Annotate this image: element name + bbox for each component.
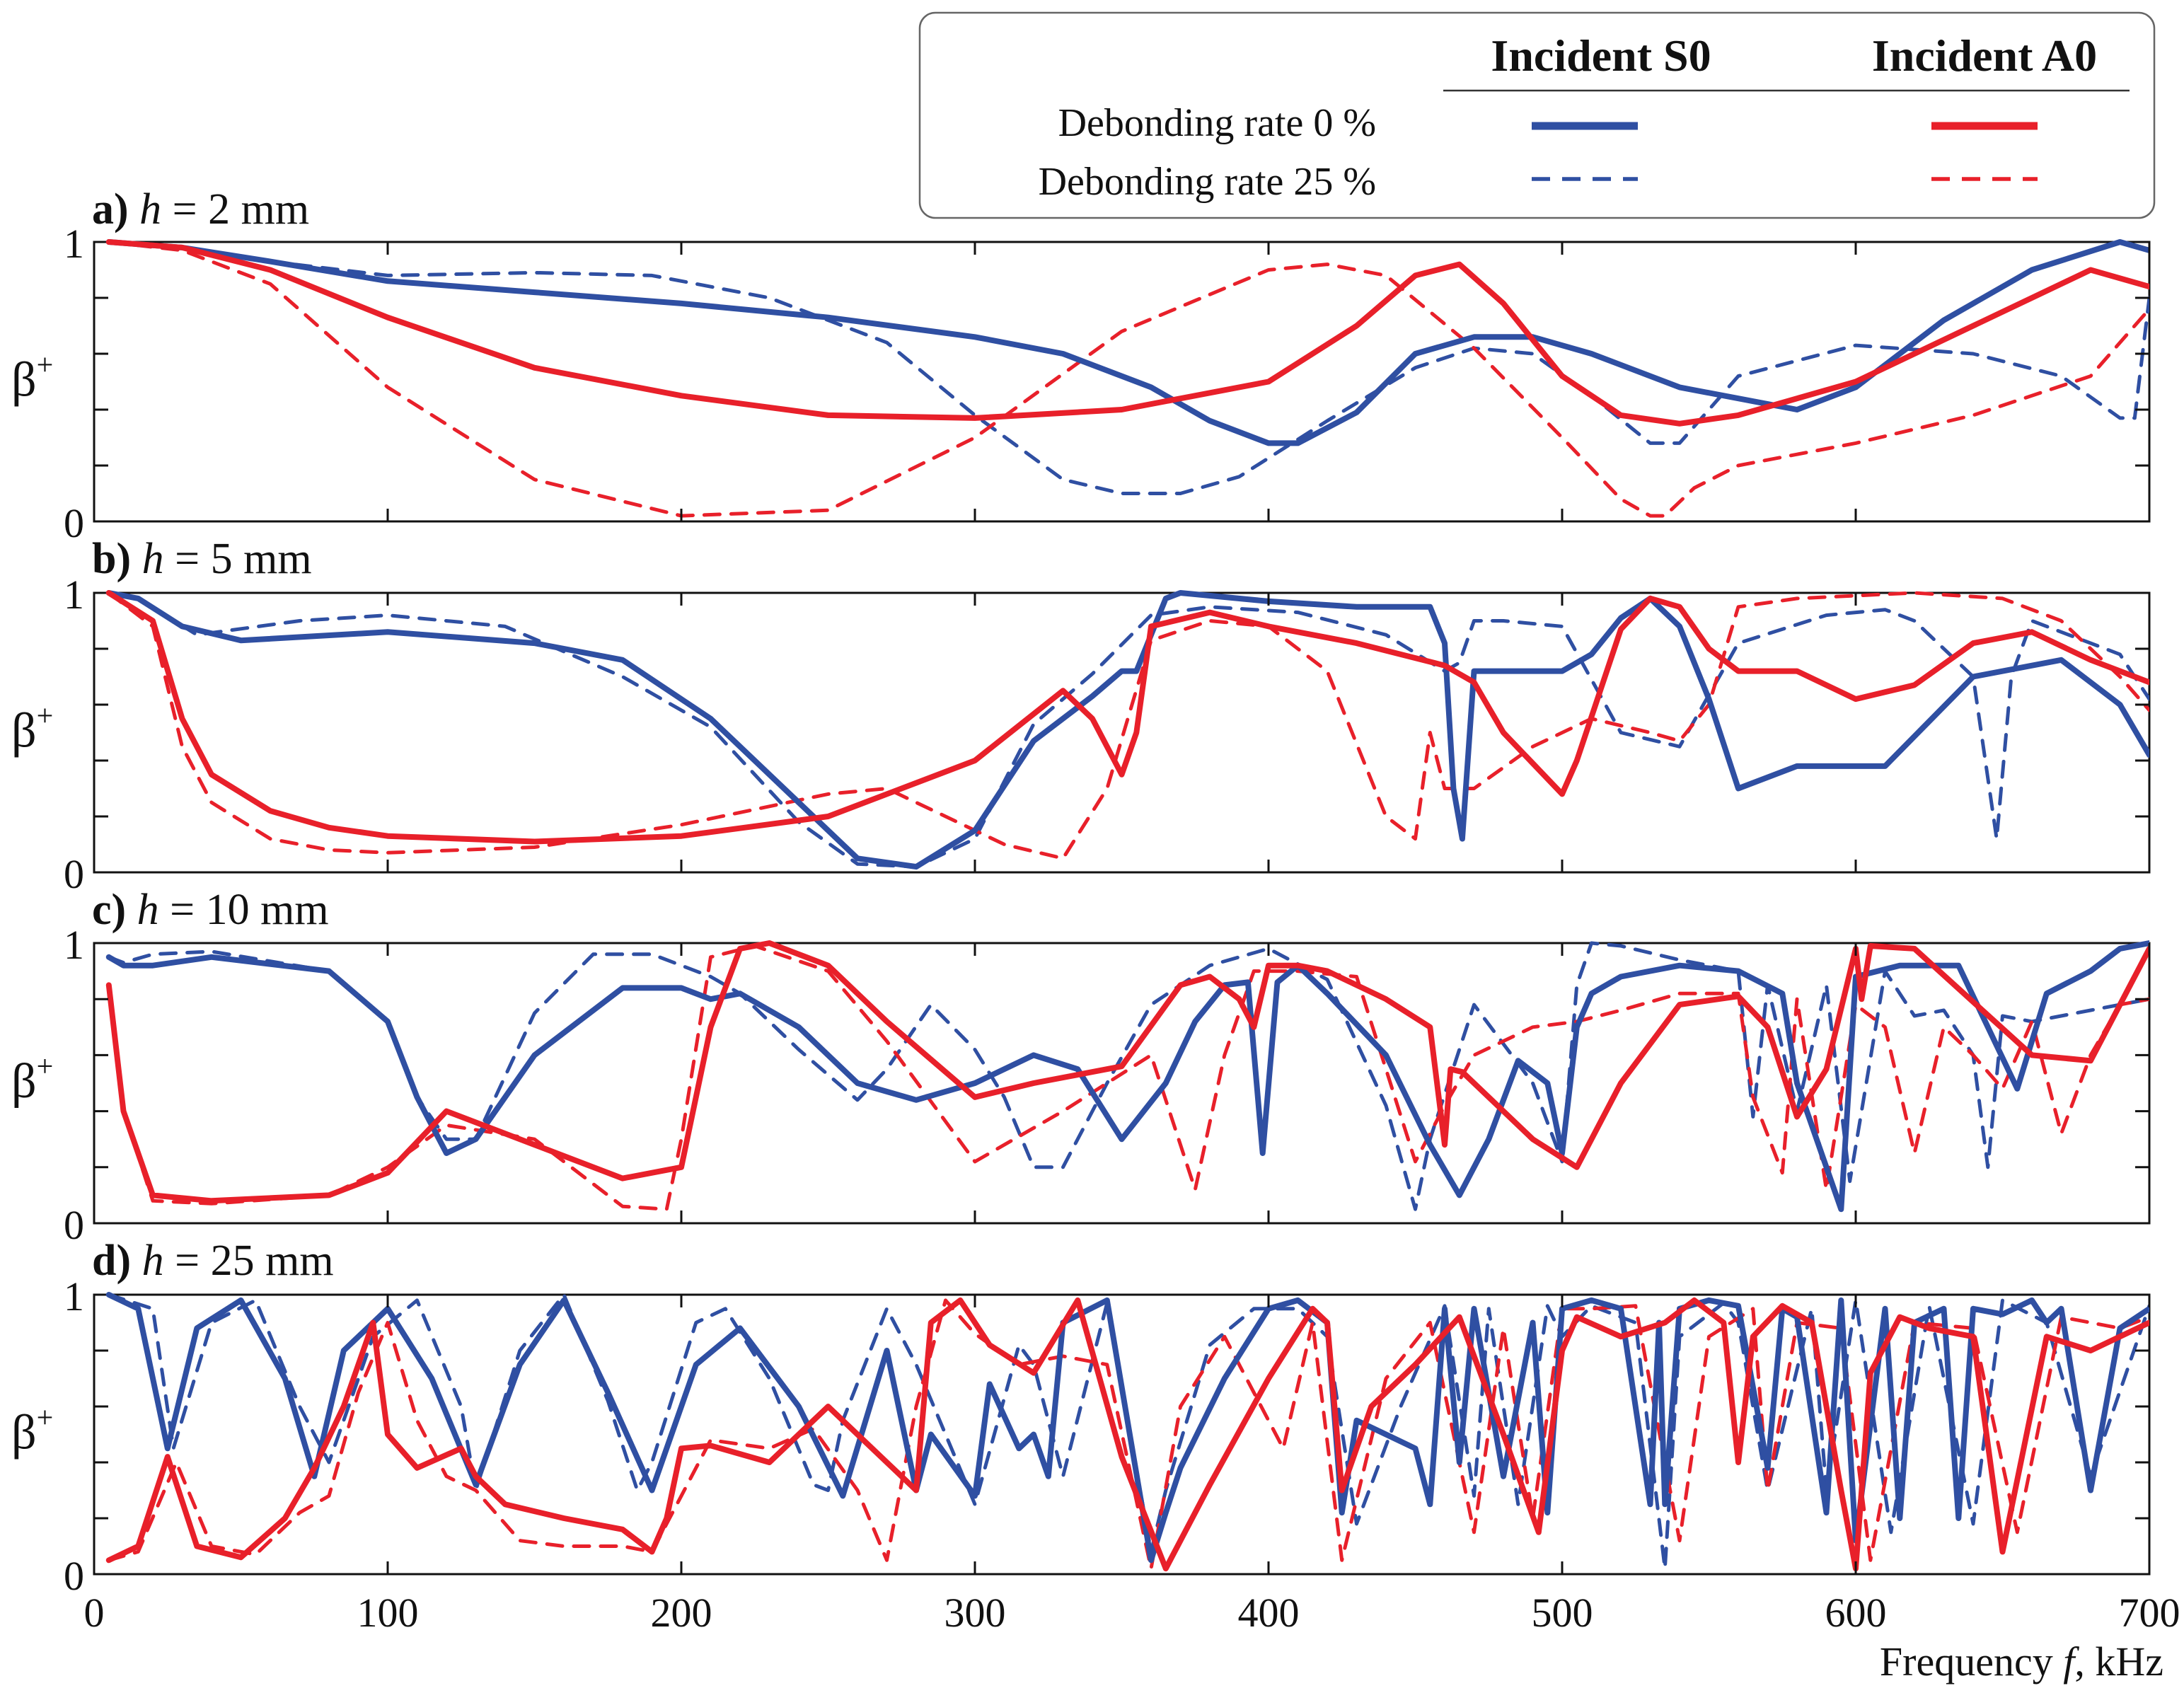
- panel-d-h-value: = 25 mm: [164, 1237, 334, 1285]
- panel-d-y-axis-label: β+: [11, 1402, 53, 1460]
- x-tick-label: 600: [1825, 1590, 1887, 1636]
- panel-b-series-s0-dashed: [107, 591, 2149, 869]
- legend-row-dashed-label: Debonding rate 25 %: [1039, 160, 1376, 204]
- panel-c-title: c) h = 10 mm: [92, 886, 329, 934]
- panel-b-plot-frame: [93, 591, 2151, 874]
- legend-header-s0: Incident S0: [1491, 30, 1711, 81]
- x-tick-label: 700: [2119, 1590, 2180, 1636]
- panel-b: b) h = 5 mm 0 1 β+: [11, 535, 2151, 897]
- panel-d-series-a0-solid: [105, 1297, 2149, 1572]
- y-label-symbol: β: [11, 1054, 37, 1109]
- panel-a-h-value: = 2 mm: [161, 185, 309, 233]
- panel-c-series-a0-dashed: [107, 944, 2149, 1211]
- legend-row-solid-label: Debonding rate 0 %: [1058, 101, 1376, 145]
- panel-b-series-a0-solid: [105, 590, 2149, 845]
- panel-d-plot-frame: [93, 1293, 2151, 1576]
- panel-c-series-group: [105, 940, 2149, 1213]
- panel-a-series-s0-solid: [105, 239, 2149, 446]
- panel-a: a) h = 2 mm 0 1 β+: [11, 185, 2151, 546]
- panel-d-series-s0-solid: [105, 1292, 2149, 1564]
- panel-a-plot-frame: [93, 241, 2151, 523]
- panel-b-y-axis-label: β+: [11, 700, 53, 758]
- panel-b-title: b) h = 5 mm: [92, 535, 312, 583]
- y-label-symbol: β: [11, 352, 37, 407]
- x-tick-label: 0: [84, 1590, 105, 1636]
- x-axis-label: Frequency f, kHz: [1880, 1639, 2163, 1685]
- y-label-symbol: β: [11, 703, 37, 758]
- panel-d-h-var: h: [142, 1237, 164, 1285]
- panel-c-h-value: = 10 mm: [159, 886, 329, 934]
- x-axis-label-prefix: Frequency: [1880, 1639, 2063, 1685]
- panel-a-series-a0-dashed: [107, 240, 2149, 518]
- legend-header-a0: Incident A0: [1872, 30, 2097, 81]
- panel-b-series-s0-solid: [105, 590, 2149, 870]
- x-tick-label: 300: [944, 1590, 1006, 1636]
- legend-box: [918, 11, 2156, 219]
- panel-c-h-var: h: [137, 886, 159, 934]
- y-label-superscript: +: [37, 1402, 54, 1434]
- x-tick-label: 500: [1532, 1590, 1593, 1636]
- panel-a-y-tick-label: 1: [64, 221, 84, 267]
- panel-a-letter: a): [92, 185, 129, 233]
- panel-d-y-tick-label: 0: [64, 1553, 84, 1599]
- panel-a-y-axis-label: β+: [11, 349, 53, 407]
- panel-b-h-var: h: [142, 535, 164, 583]
- panel-d-series-a0-dashed: [107, 1298, 2149, 1571]
- y-label-superscript: +: [37, 1051, 54, 1083]
- panel-d: d) h = 25 mm 01β+0 100 200 300 400 500 600 700: [11, 1237, 2180, 1636]
- panel-a-title: a) h = 2 mm: [92, 185, 309, 233]
- panel-b-y-tick-label: 1: [64, 572, 84, 618]
- panel-c-plot-frame: [93, 942, 2151, 1225]
- panel-b-y-tick-label: 0: [64, 851, 84, 897]
- panel-b-h-value: = 5 mm: [164, 535, 312, 583]
- panel-d-series-group: [105, 1292, 2149, 1572]
- panel-d-y-tick-label: 1: [64, 1273, 84, 1319]
- x-axis-label-suffix: , kHz: [2074, 1639, 2163, 1685]
- panel-a-series-a0-solid: [105, 239, 2149, 427]
- panel-d-title: d) h = 25 mm: [92, 1237, 334, 1285]
- panel-c-y-axis-label: β+: [11, 1051, 53, 1109]
- panel-a-y-tick-label: 0: [64, 500, 84, 546]
- x-tick-label: 100: [357, 1590, 419, 1636]
- x-tick-label: 400: [1238, 1590, 1300, 1636]
- panel-d-letter: d): [92, 1237, 131, 1285]
- panel-c: c) h = 10 mm 0 1 β+: [11, 886, 2151, 1248]
- panel-b-letter: b): [92, 535, 131, 583]
- panel-c-series-s0-solid: [105, 940, 2149, 1213]
- panel-c-y-tick-label: 0: [64, 1202, 84, 1248]
- panel-b-series-a0-dashed: [107, 591, 2149, 860]
- panel-b-series-group: [105, 590, 2149, 870]
- panel-c-letter: c): [92, 886, 126, 934]
- panel-c-series-a0-solid: [105, 940, 2149, 1204]
- panel-c-y-tick-label: 1: [64, 922, 84, 968]
- y-label-superscript: +: [37, 700, 54, 732]
- y-label-superscript: +: [37, 349, 54, 381]
- panel-a-series-s0-dashed: [107, 240, 2149, 495]
- x-tick-label: 200: [651, 1590, 712, 1636]
- panel-a-series-group: [105, 239, 2149, 518]
- legend: Incident S0 Incident A0 Debonding rate 0…: [918, 11, 2156, 219]
- panel-a-h-var: h: [139, 185, 161, 233]
- y-label-symbol: β: [11, 1405, 37, 1460]
